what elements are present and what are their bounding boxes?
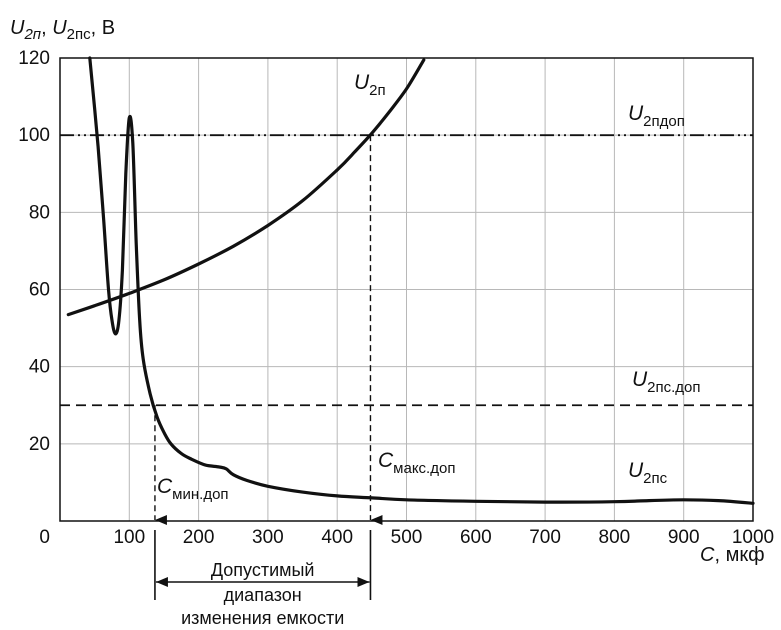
reference-lines — [60, 134, 753, 407]
capacitance-markers — [154, 135, 383, 525]
x-tick-label: 500 — [391, 527, 423, 548]
y-tick-label: 0 — [39, 527, 50, 548]
u2ps-curve-label: U2пс — [628, 459, 668, 487]
c-max-label: Cмакс.доп — [378, 449, 455, 477]
x-tick-label: 400 — [321, 527, 353, 548]
y-tick-label: 40 — [29, 357, 50, 378]
y-tick-label: 120 — [18, 48, 50, 69]
x-tick-label: 900 — [668, 527, 700, 548]
u2p-limit-label: U2пдоп — [628, 102, 685, 130]
u2ps-limit-label: U2пс.доп — [632, 368, 701, 396]
x-tick-label: 700 — [529, 527, 561, 548]
tick-labels: 100 200 300 400 500 600 700 800 900 1000 0 20 40 60 80… — [18, 48, 774, 548]
range-text-line-1: Допустимый — [211, 560, 315, 580]
x-tick-label: 100 — [113, 527, 145, 548]
curve-labels: U2п U2пс U2пдоп U2пс.доп Cмин.доп Cмакс.доп — [157, 71, 701, 503]
y-tick-label: 80 — [29, 202, 50, 223]
x-tick-label: 300 — [252, 527, 284, 548]
u2p-curve — [66, 58, 426, 317]
plot-frame — [59, 57, 754, 522]
x-tick-label: 600 — [460, 527, 492, 548]
u2p-curve-label: U2п — [354, 71, 386, 99]
range-text-line-3: изменения емкости — [181, 608, 344, 628]
x-axis-label: C, мкф — [700, 544, 765, 566]
series-curves — [66, 56, 755, 505]
x-tick-label: 1000 — [732, 527, 774, 548]
x-tick-label: 200 — [183, 527, 215, 548]
allowed-range: Допустимый диапазон изменения емкости — [154, 530, 372, 628]
y-tick-label: 100 — [18, 125, 50, 146]
u2ps-curve — [88, 56, 755, 505]
c-min-label: Cмин.доп — [157, 475, 229, 503]
y-tick-label: 20 — [29, 434, 50, 455]
x-tick-label: 800 — [599, 527, 631, 548]
y-tick-label: 60 — [29, 280, 50, 301]
range-text-line-2: диапазон — [224, 585, 302, 605]
y-axis-label: U2п, U2пс, В — [10, 17, 115, 43]
